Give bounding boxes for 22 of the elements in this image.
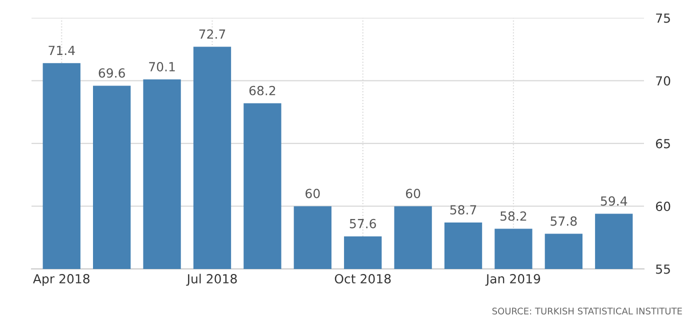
data-label: 57.8	[550, 216, 577, 226]
data-label: 70.1	[149, 62, 175, 72]
data-label: 71.4	[48, 46, 75, 55]
data-label: 58.2	[500, 211, 526, 221]
y-tick-label: 65	[656, 138, 670, 148]
data-label: 68.2	[249, 86, 276, 96]
data-label: 60	[406, 188, 420, 198]
source-note: SOURCE: TURKISH STATISTICAL INSTITUTE	[492, 308, 682, 314]
data-label: 57.6	[350, 218, 376, 228]
x-tick-label: Jan 2019	[485, 274, 540, 286]
x-tick-label: Jul 2018	[186, 274, 237, 286]
data-label: 72.7	[199, 29, 226, 39]
data-label: 69.6	[98, 68, 125, 78]
x-tick-label: Oct 2018	[334, 274, 391, 284]
y-tick-label: 70	[656, 76, 670, 86]
y-tick-label: 75	[656, 14, 670, 23]
y-tick-label: 60	[656, 202, 670, 212]
data-label: 59.4	[600, 196, 628, 206]
data-label: 58.7	[450, 205, 476, 215]
x-tick-label: Apr 2018	[33, 274, 90, 286]
data-label: 60	[306, 188, 320, 198]
y-tick-label: 55	[656, 264, 670, 274]
